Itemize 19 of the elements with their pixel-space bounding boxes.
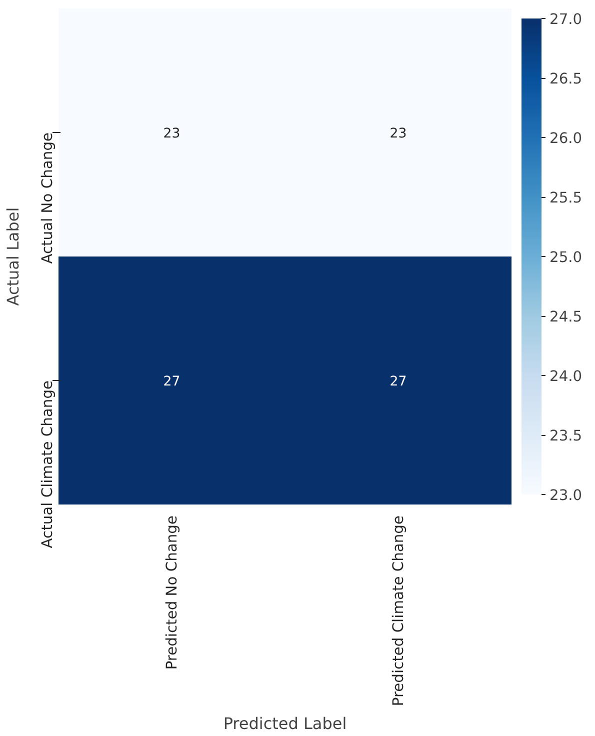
color-bar-label: 25.0 [550,249,582,266]
color-bar-label: 27.0 [550,11,582,28]
data-label: 23 [163,126,180,142]
data-label: 27 [163,374,180,390]
color-bar-label: 26.0 [550,130,582,147]
color-bar-label: 24.5 [550,308,582,326]
color-bar-label: 26.5 [550,70,582,88]
x-tick-label: Predicted Climate Change [390,515,407,706]
y-tick-label: Actual Climate Change [39,380,56,548]
color-bar-label: 23.5 [550,428,582,444]
color-bar-label: 25.5 [550,190,582,206]
y-tick-label: Actual No Change [39,132,56,264]
x-axis-title: Predicted Label [223,714,347,734]
data-label: 27 [390,374,407,390]
color-bar-label: 24.0 [550,368,582,385]
x-tick-label: Predicted No Change [163,515,180,670]
data-label: 23 [390,126,407,142]
y-axis-title: Actual Label [4,207,22,306]
color-bar-label: 23.0 [550,487,582,504]
